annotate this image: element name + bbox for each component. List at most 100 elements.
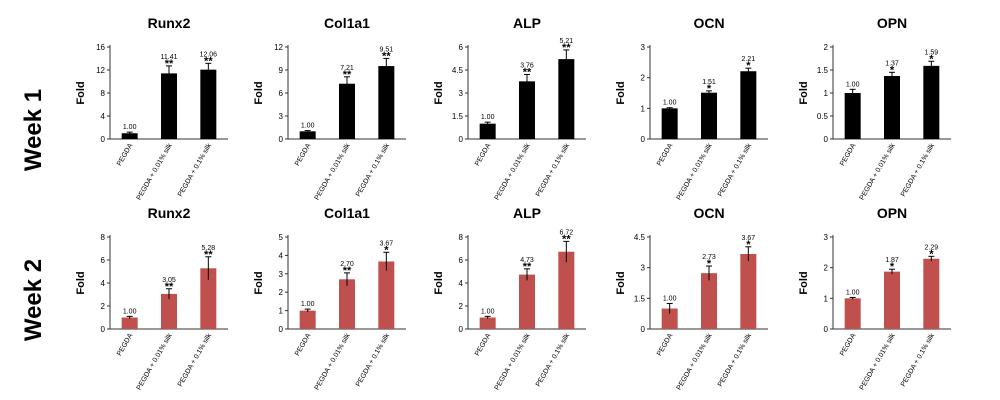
chart-ocn-week1-significance-2: * [707,83,712,95]
chart-col1a1-week1-significance-2: ** [343,69,352,81]
chart-col1a1-week1-category-label-3: PEGDA + 0.1% silk [355,142,391,198]
chart-opn-week1-ytick-label: 0 [824,135,829,144]
chart-alp-week1-category-label-3: PEGDA + 0.1% silk [535,142,571,198]
chart-col1a1-week2-ytick-label: 3 [279,270,284,279]
chart-runx2-week1-bar-3 [200,69,217,139]
chart-ocn-week2-ytick-label: 4.5 [634,233,646,242]
chart-ocn-week1-bar-1 [661,108,678,139]
chart-col1a1-week1-title: Col1a1 [324,15,370,31]
chart-opn-week2-value-label-2: 1.87 [885,257,899,264]
chart-opn-week2-ylabel: Fold [798,271,810,294]
chart-alp-week2-ytick-label: 4 [459,279,464,288]
chart-alp-week2-category-label-3: PEGDA + 0.1% silk [535,332,571,388]
chart-ocn-week1-bar-2 [701,92,717,139]
chart-runx2-week1-ytick-label: 4 [101,112,106,121]
chart-ocn-week1-ytick-label: 1 [641,104,646,113]
chart-opn-week1-value-label-3: 1.59 [925,49,939,56]
chart-runx2-week1-ylabel: Fold [75,81,87,104]
chart-ocn-week1-title: OCN [693,15,724,31]
chart-col1a1-week2-ytick-label: 5 [279,233,284,242]
chart-col1a1-week2-title: Col1a1 [324,205,370,221]
chart-alp-week2-category-label-1: PEGDA [474,332,492,357]
chart-runx2-week2-category-label-3: PEGDA + 0.1% silk [177,332,213,388]
chart-alp-week1-ytick-label: 1.5 [452,112,464,121]
chart-runx2-week1-significance-3: ** [204,55,213,67]
chart-opn-week1-title: OPN [877,15,907,31]
chart-opn-week2-significance-3: * [929,248,934,260]
chart-runx2-week2-ytick-label: 8 [101,233,106,242]
chart-col1a1-week2: Col1a1 Fold 0 1 2 3 4 5 1.00 PEGDA **2.70 PEGDA + 0… [253,205,406,391]
chart-col1a1-week2-value-label-1: 1.00 [301,301,315,308]
chart-runx2-week1-ytick-label: 16 [96,43,105,52]
chart-ocn-week1-category-label-1: PEGDA [656,142,674,167]
chart-alp-week1-significance-3: ** [562,42,571,54]
chart-ocn-week2-title: OCN [693,205,724,221]
chart-col1a1-week2-bar-3 [378,261,395,329]
chart-col1a1-week1-ytick-label: 3 [279,112,284,121]
chart-ocn-week2-bar-3 [740,253,757,329]
chart-runx2-week2-significance-2: ** [165,281,174,293]
chart-alp-week2-ytick-label: 6 [459,256,464,265]
chart-runx2-week2-bar-2 [161,293,177,329]
chart-opn-week2-category-label-3: PEGDA + 0.1% silk [900,332,936,388]
chart-opn-week1-significance-3: * [929,53,934,65]
chart-runx2-week1-ytick-label: 12 [96,66,105,75]
chart-ocn-week2-bar-2 [701,273,717,329]
chart-opn-week1-bar-2 [884,75,900,139]
chart-opn-week1-ytick-label: 1 [824,89,829,98]
chart-runx2-week2-value-label-2: 3.05 [162,277,176,284]
chart-runx2-week1-bar-1 [121,133,138,139]
chart-col1a1-week2-category-label-2: PEGDA + 0.01% silk [314,332,352,391]
chart-runx2-week2-ylabel: Fold [75,271,87,294]
chart-alp-week1-value-label-2: 3.76 [520,62,534,69]
chart-ocn-week2-ytick-label: 3 [641,264,646,273]
chart-opn-week2-bar-2 [884,271,900,329]
chart-alp-week2-value-label-2: 4.73 [520,257,534,264]
chart-runx2-week2-ytick-label: 2 [101,302,106,311]
chart-runx2-week1-significance-2: ** [165,58,174,70]
chart-opn-week1-category-label-3: PEGDA + 0.1% silk [900,142,936,198]
chart-col1a1-week2-bar-1 [299,310,316,329]
chart-opn-week1-ytick-label: 2 [824,43,829,52]
chart-col1a1-week1-bar-2 [339,83,355,139]
chart-col1a1-week1-ytick-label: 0 [279,135,284,144]
chart-alp-week1-ytick-label: 4.5 [452,66,464,75]
chart-runx2-week2-significance-3: ** [204,249,213,261]
chart-alp-week1-title: ALP [513,15,541,31]
chart-ocn-week2-value-label-1: 1.00 [663,295,677,302]
chart-alp-week1-bar-2 [519,81,535,139]
chart-runx2-week2-ytick-label: 4 [101,279,106,288]
chart-runx2-week2-category-label-2: PEGDA + 0.01% silk [136,332,174,391]
chart-ocn-week2-category-label-2: PEGDA + 0.01% silk [676,332,714,391]
chart-opn-week1-category-label-2: PEGDA + 0.01% silk [859,142,897,201]
chart-ocn-week1-significance-3: * [746,60,751,72]
chart-alp-week2-ytick-label: 0 [459,325,464,334]
chart-alp-week2-ytick-label: 2 [459,302,464,311]
chart-alp-week2-significance-2: ** [523,261,532,273]
chart-alp-week1-bar-1 [479,123,496,139]
chart-ocn-week1-value-label-3: 2.21 [742,56,756,63]
chart-ocn-week1-ytick-label: 3 [641,43,646,52]
chart-opn-week1-ytick-label: 1.5 [817,66,829,75]
chart-col1a1-week1-value-label-3: 9.51 [380,46,394,53]
chart-alp-week1-category-label-2: PEGDA + 0.01% silk [494,142,532,201]
chart-alp-week1-category-label-1: PEGDA [474,142,492,167]
chart-ocn-week2-ylabel: Fold [615,271,627,294]
chart-col1a1-week2-significance-2: ** [343,265,352,277]
chart-alp-week2-ytick-label: 8 [459,233,464,242]
chart-opn-week1-value-label-1: 1.00 [846,81,860,88]
chart-ocn-week2-significance-3: * [746,239,751,251]
chart-col1a1-week1-category-label-2: PEGDA + 0.01% silk [314,142,352,201]
chart-opn-week1-significance-2: * [890,64,895,76]
chart-runx2-week2-ytick-label: 6 [101,256,106,265]
chart-col1a1-week2-bar-2 [339,279,355,329]
chart-col1a1-week2-value-label-3: 3.67 [380,240,394,247]
